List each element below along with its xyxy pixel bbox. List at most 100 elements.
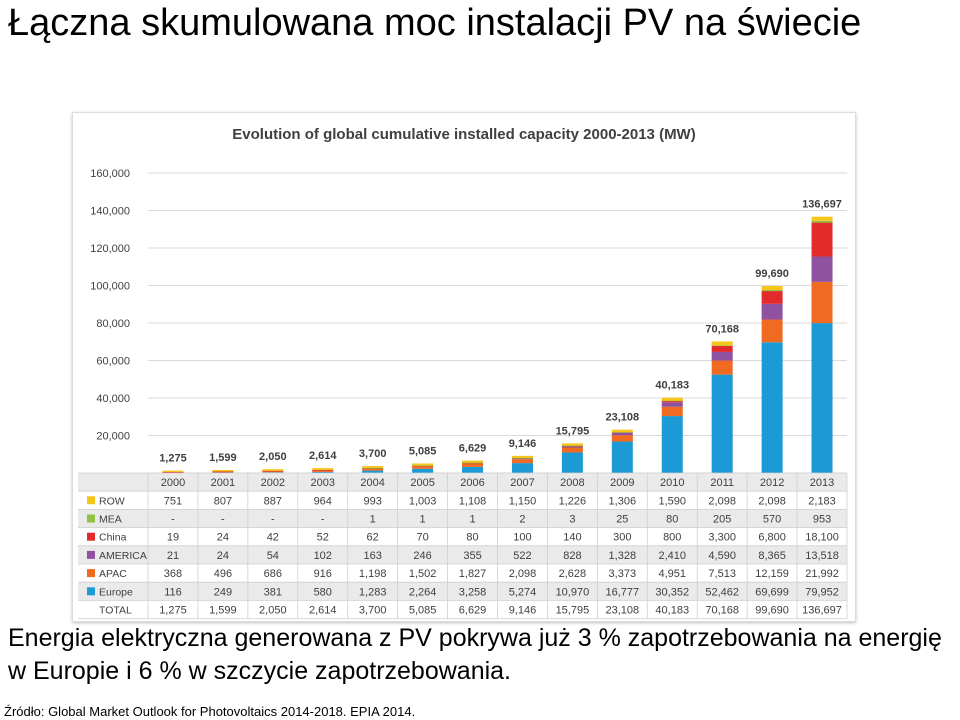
bar-segment-row (761, 286, 783, 291)
table-cell: 3,300 (708, 532, 736, 544)
table-cell: 70 (416, 532, 428, 544)
bar-segment-mea (412, 465, 434, 466)
table-cell: 1,150 (509, 495, 537, 507)
bar-segment-row (711, 341, 733, 346)
bar-total-label: 3,700 (359, 448, 387, 460)
table-cell: 496 (214, 568, 232, 580)
bar-segment-europe (462, 466, 484, 473)
bar-total-label: 40,183 (655, 380, 689, 392)
bar-segment-china (811, 222, 833, 257)
bar-segment-america (511, 458, 533, 460)
bar-segment-europe (761, 342, 783, 473)
bar-segment-row (262, 469, 284, 471)
table-cell: 100 (513, 532, 531, 544)
bar-total-label: 23,108 (605, 412, 639, 424)
x-tick-label: 2006 (460, 477, 484, 489)
legend-entry-mea: MEA (99, 514, 122, 526)
table-cell: - (271, 514, 275, 526)
table-cell: - (221, 514, 225, 526)
bar-segment-apac (462, 463, 484, 467)
bar-total-label: 70,168 (705, 323, 739, 335)
x-tick-label: 2008 (560, 477, 584, 489)
table-total-cell: 5,085 (409, 605, 437, 617)
bar-segment-europe (611, 441, 633, 473)
table-cell: 1,003 (409, 495, 437, 507)
bar-total-label: 9,146 (509, 438, 537, 450)
y-tick-label: 20,000 (96, 431, 130, 443)
table-cell: 368 (164, 568, 182, 580)
bar-segment-mea (761, 290, 783, 292)
table-cell: 686 (264, 568, 282, 580)
table-cell: 246 (413, 550, 431, 562)
table-cell: 2,098 (758, 495, 786, 507)
table-cell: 19 (167, 532, 179, 544)
table-cell: 1,590 (658, 495, 686, 507)
bar-segment-row (362, 466, 384, 468)
table-cell: 1,827 (459, 568, 487, 580)
table-cell: 1,226 (559, 495, 587, 507)
bar-total-label: 15,795 (556, 425, 590, 437)
table-cell: 3,258 (459, 586, 487, 598)
bar-segment-mea (811, 220, 833, 223)
table-cell: 80 (466, 532, 478, 544)
table-row-band (78, 582, 847, 601)
legend-entry-apac: APAC (99, 568, 127, 580)
bar-segment-mea (611, 432, 633, 433)
table-cell: 916 (314, 568, 332, 580)
table-cell: 163 (363, 550, 381, 562)
bar-total-label: 6,629 (459, 443, 487, 455)
bar-segment-row (312, 468, 334, 470)
legend-entry-row: ROW (99, 495, 125, 507)
y-tick-label: 140,000 (90, 206, 130, 218)
x-tick-label: 2012 (760, 477, 784, 489)
table-row-band (78, 545, 847, 564)
table-cell: 2,183 (808, 495, 836, 507)
table-cell: 42 (267, 532, 279, 544)
y-tick-label: 80,000 (96, 318, 130, 330)
table-cell: 2 (519, 514, 525, 526)
bar-segment-europe (312, 471, 334, 473)
bar-segment-row (611, 429, 633, 433)
table-total-cell: 40,183 (655, 605, 689, 617)
bar-total-label: 1,275 (159, 453, 187, 465)
table-cell: 1,328 (609, 550, 637, 562)
table-row-band (78, 473, 847, 492)
table-cell: 1 (469, 514, 475, 526)
table-cell: 6,800 (758, 532, 786, 544)
table-cell: 18,100 (805, 532, 839, 544)
legend-swatch-mea (87, 514, 95, 523)
table-total-cell: 2,050 (259, 605, 287, 617)
capacity-chart: Evolution of global cumulative installed… (78, 126, 848, 620)
bar-segment-mea (711, 345, 733, 346)
table-total-cell: 9,146 (509, 605, 537, 617)
legend-entry-europe: Europe (99, 586, 133, 598)
bar-segment-mea (511, 458, 533, 459)
bar-segment-apac (661, 406, 683, 417)
bar-segment-apac (611, 435, 633, 442)
table-cell: 13,518 (805, 550, 839, 562)
table-cell: 2,264 (409, 586, 437, 598)
bar-segment-europe (811, 323, 833, 473)
table-cell: 205 (713, 514, 731, 526)
x-tick-label: 2000 (161, 477, 185, 489)
bar-segment-america (661, 402, 683, 407)
table-cell: 30,352 (655, 586, 689, 598)
chart-title: Evolution of global cumulative installed… (232, 126, 695, 143)
table-cell: 580 (314, 586, 332, 598)
bar-segment-mea (362, 467, 384, 469)
source-note: Źródło: Global Market Outlook for Photov… (4, 704, 416, 719)
table-cell: 381 (264, 586, 282, 598)
bar-segment-row (212, 470, 234, 472)
x-tick-label: 2002 (261, 477, 285, 489)
table-cell: 1,306 (609, 495, 637, 507)
y-tick-label: 160,000 (90, 168, 130, 180)
x-tick-label: 2004 (360, 477, 384, 489)
table-cell: 1,283 (359, 586, 387, 598)
table-cell: 964 (314, 495, 332, 507)
table-cell: 807 (214, 495, 232, 507)
bar-segment-america (561, 445, 583, 448)
table-total-cell: 2,614 (309, 605, 337, 617)
bar-total-label: 2,050 (259, 451, 287, 463)
table-cell: 25 (616, 514, 628, 526)
table-cell: 52,462 (705, 586, 739, 598)
